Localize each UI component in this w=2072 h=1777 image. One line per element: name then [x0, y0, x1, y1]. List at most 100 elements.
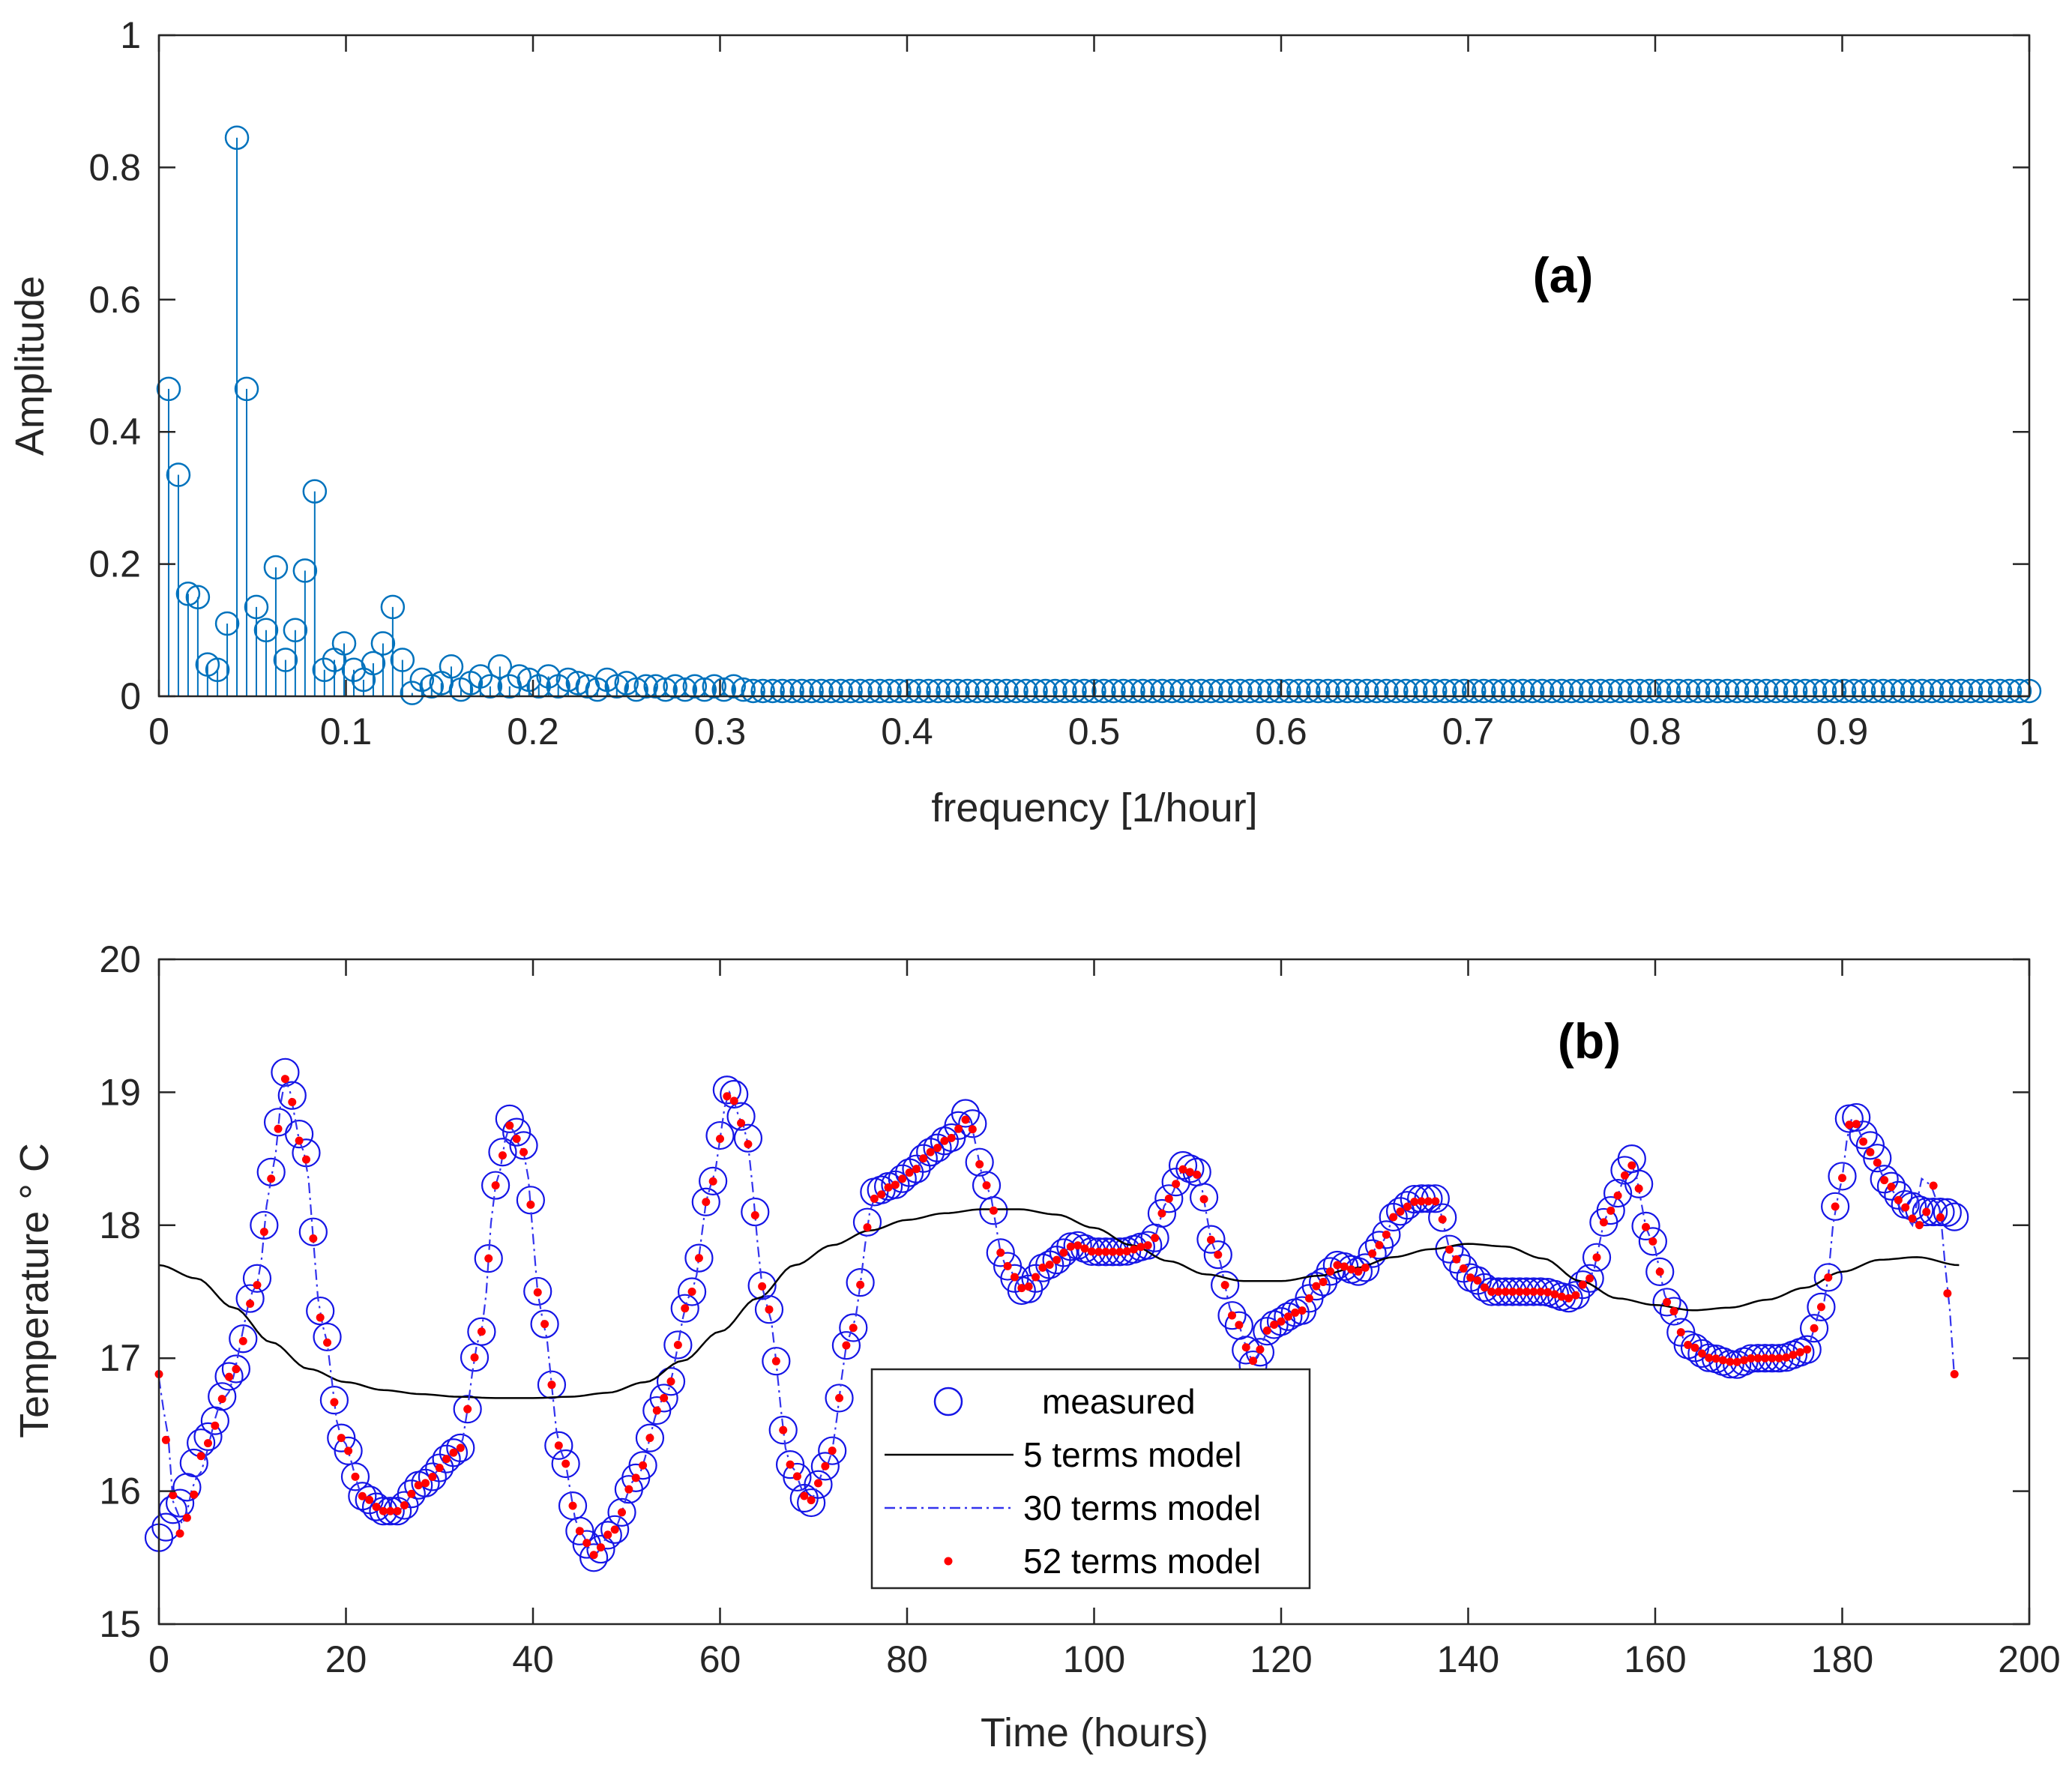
- model-52-terms-dot: [1340, 1262, 1349, 1271]
- model-52-terms-dot: [1325, 1267, 1334, 1276]
- stem-marker: [1442, 678, 1467, 704]
- measured-marker: [467, 1317, 496, 1346]
- panel-b-ytick-label: 19: [99, 1071, 141, 1113]
- stem-marker: [1831, 678, 1857, 704]
- stem-marker: [1558, 678, 1584, 704]
- stem-marker: [1851, 678, 1876, 704]
- stem-marker: [1160, 678, 1184, 704]
- model-52-terms-dot: [842, 1341, 851, 1350]
- model-52-terms-dot: [744, 1140, 753, 1149]
- stem-marker: [1968, 678, 1993, 704]
- model-52-terms-dot: [1578, 1280, 1587, 1289]
- stem-marker: [1861, 678, 1886, 704]
- measured-marker: [271, 1058, 300, 1087]
- model-52-terms-dot: [449, 1448, 458, 1457]
- model-52-terms-dot: [1241, 1343, 1250, 1352]
- model-52-terms-dot: [1270, 1321, 1279, 1330]
- model-52-terms-dot: [1648, 1237, 1657, 1246]
- measured-marker: [818, 1436, 847, 1465]
- measured-marker: [909, 1144, 938, 1173]
- model-52-terms-dot: [1417, 1197, 1426, 1206]
- measured-marker: [327, 1423, 356, 1452]
- model-52-terms-dot: [526, 1200, 535, 1209]
- measured-marker: [1863, 1144, 1892, 1173]
- model-52-terms-dot: [190, 1490, 199, 1499]
- stem-marker: [643, 674, 668, 699]
- stem-marker: [1394, 678, 1418, 704]
- panel-b-ylabel: Temperature ° C: [12, 1143, 57, 1438]
- model-52-terms-dot: [1214, 1250, 1223, 1259]
- measured-marker: [783, 1462, 812, 1492]
- panel-b-xlabel: Time (hours): [981, 1710, 1208, 1755]
- model-52-terms-dot: [694, 1254, 703, 1263]
- model-52-terms-dot: [1922, 1207, 1931, 1216]
- model-52-terms-dot: [1122, 1247, 1131, 1256]
- model-52-terms-dot: [316, 1313, 325, 1322]
- model-52-terms-dot: [1901, 1203, 1910, 1212]
- measured-marker: [509, 1131, 538, 1160]
- model-52-terms-dot: [379, 1506, 388, 1515]
- stem-marker: [1267, 678, 1292, 704]
- measured-marker: [712, 1075, 741, 1105]
- stem-marker: [877, 678, 902, 704]
- model-52-terms-dot: [1718, 1356, 1727, 1365]
- measured-marker: [306, 1296, 335, 1326]
- measured-marker: [797, 1488, 826, 1518]
- measured-marker: [1253, 1317, 1282, 1346]
- measured-marker: [439, 1438, 469, 1467]
- model-52-terms-dot: [1557, 1292, 1566, 1301]
- stem-marker: [819, 678, 843, 704]
- stem-marker: [1014, 678, 1038, 704]
- model-52-terms-dot: [1003, 1261, 1012, 1270]
- model-52-terms-dot: [498, 1151, 507, 1160]
- measured-marker: [474, 1244, 503, 1273]
- measured-marker: [1575, 1264, 1604, 1293]
- panel-b-ytick-label: 18: [99, 1204, 141, 1246]
- model-52-terms-dot: [217, 1395, 226, 1404]
- panel-b-xtick-label: 80: [886, 1638, 928, 1680]
- model-52-terms-dot: [512, 1134, 521, 1143]
- model-52-terms-dot: [1753, 1354, 1762, 1363]
- measured-marker: [361, 1492, 391, 1521]
- model-52-terms-dot: [582, 1539, 591, 1548]
- stem-marker: [244, 594, 269, 620]
- measured-marker: [1428, 1203, 1457, 1232]
- stem-marker: [780, 678, 804, 704]
- stem-marker: [370, 631, 396, 656]
- model-52-terms-dot: [1235, 1321, 1244, 1330]
- model-52-terms-dot: [737, 1118, 746, 1127]
- model-52-terms-dot: [470, 1353, 479, 1362]
- model-52-terms-dot: [428, 1472, 437, 1481]
- model-52-terms-dot: [1663, 1297, 1672, 1306]
- model-52-terms-dot: [554, 1441, 563, 1450]
- model-52-terms-dot: [1228, 1311, 1237, 1320]
- model-52-terms-dot: [1690, 1343, 1699, 1352]
- measured-marker: [340, 1462, 370, 1491]
- model-52-terms-dot: [301, 1155, 310, 1164]
- measured-marker: [726, 1102, 756, 1131]
- measured-marker: [810, 1452, 840, 1481]
- model-52-terms-dot: [533, 1288, 542, 1297]
- measured-marker: [1168, 1150, 1198, 1180]
- model-52-terms-dot: [1262, 1326, 1271, 1335]
- measured-marker: [958, 1109, 987, 1138]
- measured-marker: [747, 1271, 777, 1300]
- stem-marker: [1296, 678, 1321, 704]
- measured-marker: [852, 1207, 882, 1237]
- stem-marker: [185, 585, 211, 609]
- model-52-terms-dot: [540, 1320, 549, 1329]
- model-52-terms-dot: [1943, 1289, 1952, 1298]
- model-52-terms-dot: [519, 1147, 528, 1156]
- stem-marker: [1773, 678, 1798, 704]
- model-52-terms-dot: [1894, 1195, 1903, 1204]
- measured-marker: [839, 1313, 868, 1342]
- stem-marker: [789, 678, 814, 704]
- model-52-terms-dot: [968, 1125, 977, 1134]
- measured-marker: [1792, 1335, 1822, 1364]
- model-52-terms-dot: [792, 1472, 801, 1481]
- measured-marker: [446, 1433, 475, 1463]
- stem-marker: [848, 678, 873, 704]
- model-52-terms-dot: [723, 1092, 732, 1101]
- model-52-terms-dot: [765, 1305, 774, 1314]
- measured-marker: [242, 1264, 272, 1293]
